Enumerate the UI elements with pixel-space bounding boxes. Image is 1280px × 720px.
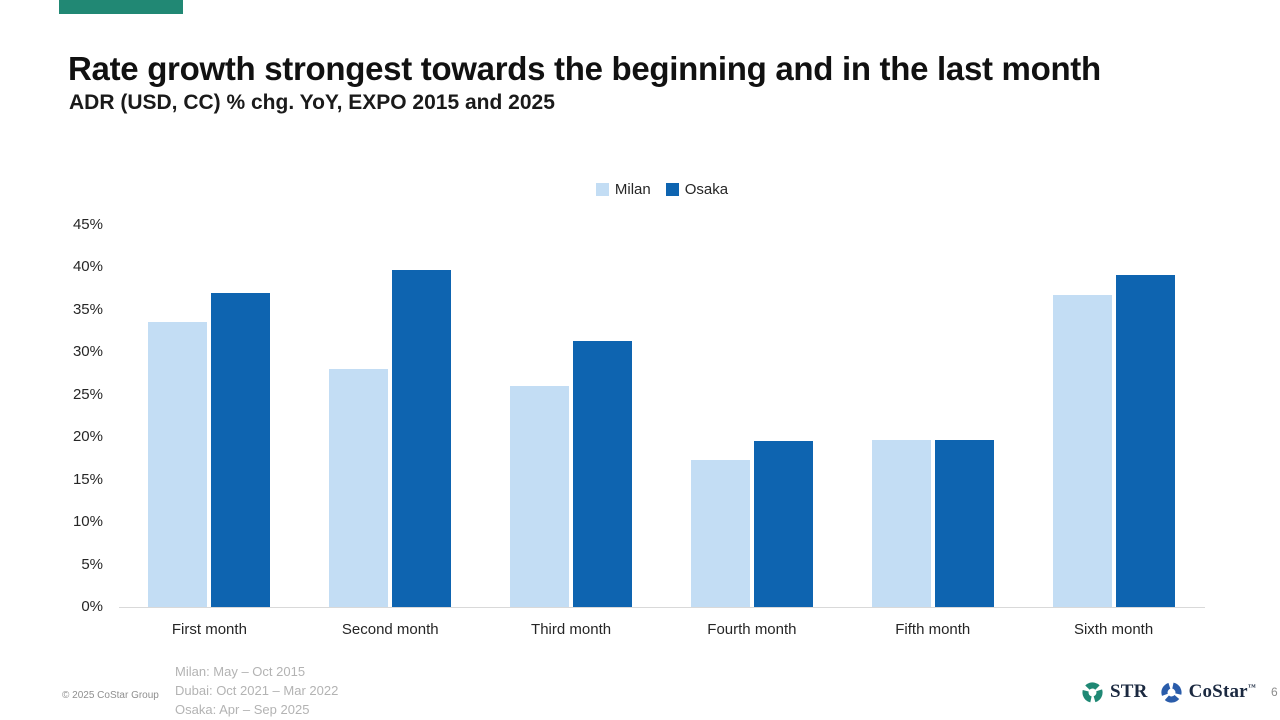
x-label-fourth-month: Fourth month bbox=[707, 621, 797, 638]
bar-osaka-second-month bbox=[392, 269, 452, 607]
costar-logo-text: CoStar™ bbox=[1188, 681, 1257, 702]
x-label-second-month: Second month bbox=[341, 621, 439, 638]
x-label-fifth-month: Fifth month bbox=[895, 621, 971, 638]
y-tick-20pct: 20% bbox=[72, 428, 103, 446]
y-tick-15pct: 15% bbox=[72, 470, 103, 488]
legend-item-milan: Milan bbox=[595, 181, 651, 198]
str-logo-icon bbox=[1082, 681, 1103, 703]
osaka-swatch-icon bbox=[665, 183, 679, 196]
y-tick-35pct: 35% bbox=[72, 300, 103, 318]
bar-osaka-first-month bbox=[211, 292, 271, 607]
chart-legend: Milan Osaka bbox=[119, 181, 1205, 198]
page-subtitle: ADR (USD, CC) % chg. YoY, EXPO 2015 and … bbox=[69, 91, 555, 114]
y-tick-25pct: 25% bbox=[72, 385, 103, 403]
y-tick-10pct: 10% bbox=[72, 513, 103, 531]
str-logo-text: STR bbox=[1110, 681, 1148, 702]
trademark-symbol: ™ bbox=[1247, 682, 1257, 692]
costar-logo-icon bbox=[1161, 681, 1182, 703]
bar-osaka-sixth-month bbox=[1115, 275, 1175, 607]
bar-osaka-third-month bbox=[573, 341, 633, 607]
legend-item-osaka: Osaka bbox=[665, 181, 729, 198]
y-tick-40pct: 40% bbox=[72, 258, 103, 276]
x-label-third-month: Third month bbox=[531, 621, 612, 638]
bar-milan-third-month bbox=[510, 386, 570, 607]
bar-milan-second-month bbox=[329, 369, 389, 607]
bar-milan-sixth-month bbox=[1052, 294, 1112, 607]
x-label-sixth-month: Sixth month bbox=[1073, 621, 1154, 638]
x-axis-line bbox=[119, 607, 1205, 608]
y-tick-0pct: 0% bbox=[81, 598, 103, 615]
y-tick-5pct: 5% bbox=[81, 555, 103, 573]
source-notes: Milan: May – Oct 2015 Dubai: Oct 2021 – … bbox=[175, 662, 338, 719]
footer-logos: STR CoStar™ 6 bbox=[1082, 679, 1278, 705]
bar-milan-first-month bbox=[148, 321, 208, 607]
note-osaka: Osaka: Apr – Sep 2025 bbox=[175, 702, 310, 717]
copyright-text: © 2025 CoStar Group bbox=[62, 690, 159, 701]
note-milan: Milan: May – Oct 2015 bbox=[175, 664, 306, 679]
note-dubai: Dubai: Oct 2021 – Mar 2022 bbox=[175, 683, 339, 698]
accent-bar bbox=[59, 0, 183, 14]
y-tick-45pct: 45% bbox=[72, 216, 103, 233]
y-tick-30pct: 30% bbox=[72, 343, 103, 361]
page-title: Rate growth strongest towards the beginn… bbox=[68, 50, 1101, 87]
legend-label: Milan bbox=[614, 181, 651, 198]
bar-osaka-fifth-month bbox=[934, 439, 994, 607]
bar-osaka-fourth-month bbox=[753, 440, 813, 607]
page-number: 6 bbox=[1271, 685, 1278, 699]
x-label-first-month: First month bbox=[171, 621, 247, 638]
milan-swatch-icon bbox=[595, 183, 609, 196]
legend-label: Osaka bbox=[684, 181, 729, 198]
bar-milan-fourth-month bbox=[690, 460, 750, 607]
bar-milan-fifth-month bbox=[871, 439, 931, 607]
